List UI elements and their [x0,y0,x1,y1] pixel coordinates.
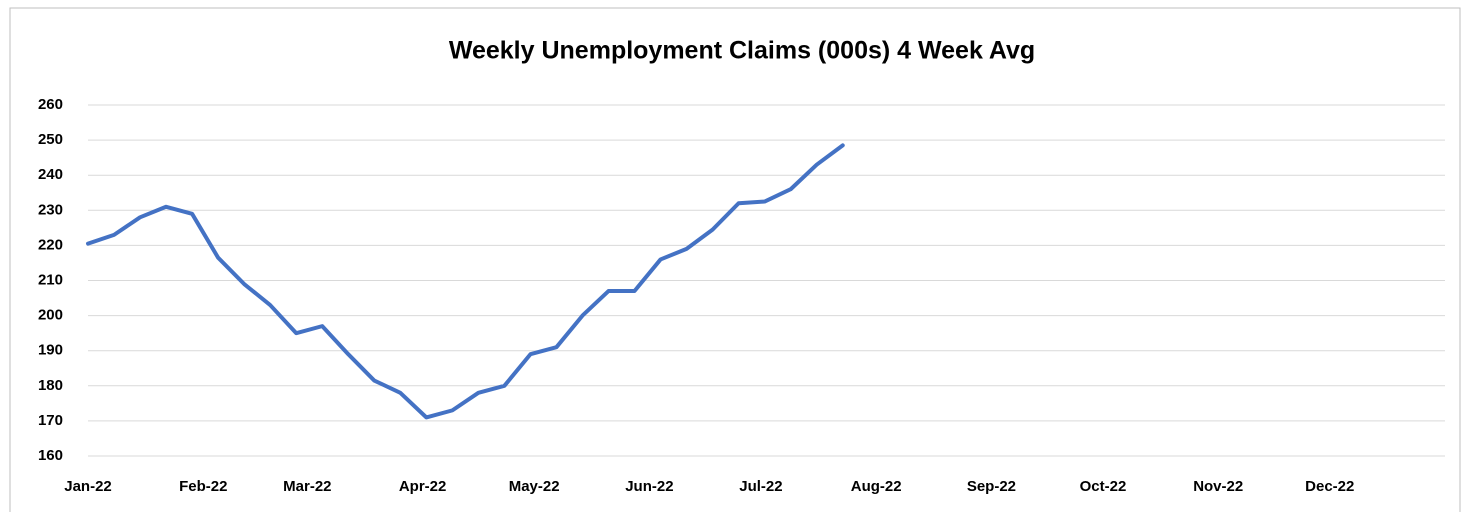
y-tick-label: 200 [38,307,63,324]
y-tick-label: 190 [38,342,63,359]
x-tick-label: Mar-22 [283,478,331,495]
x-tick-label: Oct-22 [1080,478,1127,495]
chart-title: Weekly Unemployment Claims (000s) 4 Week… [449,37,1035,65]
x-tick-label: Apr-22 [399,478,447,495]
y-tick-label: 220 [38,236,63,253]
y-tick-label: 210 [38,271,63,288]
x-tick-label: Dec-22 [1305,478,1354,495]
x-tick-label: May-22 [509,478,560,495]
y-tick-label: 170 [38,412,63,429]
x-tick-label: Jul-22 [739,478,782,495]
x-tick-label: Feb-22 [179,478,227,495]
chart-frame [9,7,1461,512]
data-line [86,143,845,420]
x-tick-label: Aug-22 [851,478,902,495]
y-tick-label: 180 [38,377,63,394]
x-tick-label: Jun-22 [625,478,673,495]
x-tick-label: Nov-22 [1193,478,1243,495]
y-tick-label: 240 [38,166,63,183]
y-tick-label: 230 [38,201,63,218]
y-tick-label: 250 [38,131,63,148]
x-tick-label: Jan-22 [64,478,112,495]
y-tick-label: 160 [38,447,63,464]
y-tick-label: 260 [38,96,63,113]
x-tick-label: Sep-22 [967,478,1016,495]
